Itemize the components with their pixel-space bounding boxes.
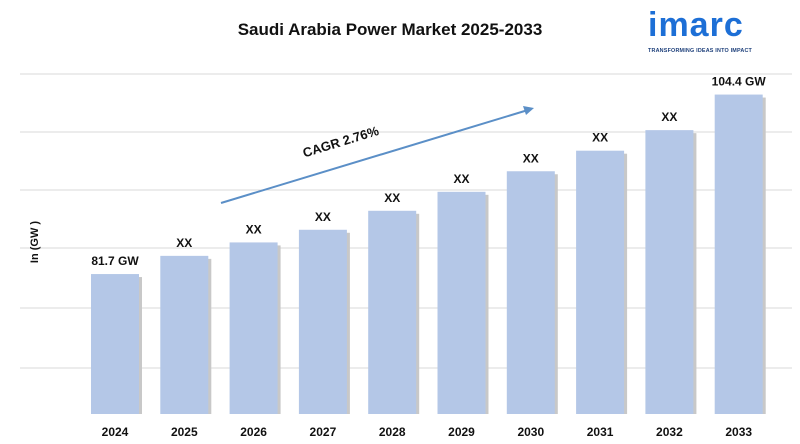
x-tick-2033: 2033	[725, 425, 752, 439]
cagr-arrow	[220, 109, 529, 204]
bar-2026	[229, 242, 278, 414]
bar-2029	[437, 191, 486, 414]
data-label-2033: 104.4 GW	[712, 75, 767, 89]
x-tick-2028: 2028	[379, 425, 406, 439]
logo-wordmark: imarc	[648, 6, 744, 44]
data-label-2030: XX	[523, 151, 539, 165]
x-tick-2030: 2030	[517, 425, 544, 439]
x-tick-2025: 2025	[171, 425, 198, 439]
x-tick-2027: 2027	[310, 425, 337, 439]
data-label-2025: XX	[176, 236, 192, 250]
data-label-2027: XX	[315, 210, 331, 224]
data-label-2029: XX	[453, 172, 469, 186]
data-label-2031: XX	[592, 131, 608, 145]
x-tick-2032: 2032	[656, 425, 683, 439]
cagr-arrowhead	[523, 106, 534, 115]
bars	[91, 94, 766, 415]
bar-2030	[506, 171, 555, 414]
x-tick-labels: 2024 2025 2026 2027 2028 2029 2030 2031 2032 2033	[102, 425, 753, 439]
x-tick-2031: 2031	[587, 425, 614, 439]
y-axis-label: In (GW )	[29, 221, 41, 263]
bar-2027	[298, 229, 347, 414]
x-tick-2029: 2029	[448, 425, 475, 439]
logo-tagline: TRANSFORMING IDEAS INTO IMPACT	[648, 48, 753, 54]
bar-2033	[714, 94, 763, 414]
bar-2032	[645, 130, 694, 415]
data-label-2028: XX	[384, 191, 400, 205]
bar-2028	[368, 210, 417, 414]
chart-title: Saudi Arabia Power Market 2025-2033	[237, 20, 543, 39]
bar-2025	[160, 255, 209, 414]
data-label-2032: XX	[661, 110, 677, 124]
data-label-2024: 81.7 GW	[91, 254, 139, 268]
imarc-logo: imarc TRANSFORMING IDEAS INTO IMPACT	[648, 6, 794, 58]
x-tick-2024: 2024	[102, 425, 129, 439]
bar-2031	[576, 150, 625, 414]
x-tick-2026: 2026	[240, 425, 267, 439]
data-labels: 81.7 GW XX XX XX XX XX XX XX XX 104.4 GW	[91, 75, 766, 268]
bar-2024	[91, 274, 139, 414]
cagr-annotation: CAGR 2.76%	[301, 123, 381, 160]
data-label-2026: XX	[246, 222, 262, 236]
